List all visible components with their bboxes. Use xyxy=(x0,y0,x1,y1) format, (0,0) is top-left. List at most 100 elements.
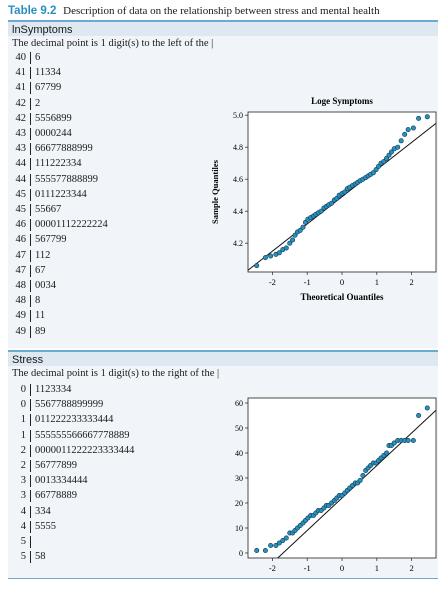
stem-value: 0 xyxy=(8,384,31,396)
data-point xyxy=(388,149,394,155)
stem-value: 1 xyxy=(8,414,31,427)
stress-header-label: Stress xyxy=(12,354,44,366)
stem-value: 0 xyxy=(8,399,31,412)
stem-leaf-row: 47 67 xyxy=(8,264,46,277)
leaf-values: 0000244 xyxy=(35,128,72,139)
leaf-values: 0000011222223333444 xyxy=(35,444,135,456)
data-point xyxy=(300,224,306,230)
data-point xyxy=(280,538,286,544)
data-point xyxy=(283,245,289,251)
stem-value: 1 xyxy=(8,429,31,442)
stem-value: 45 xyxy=(8,204,31,216)
leaf-values: 67799 xyxy=(35,82,62,94)
stem-value: 5 xyxy=(8,551,31,564)
y-tick-label: 60 xyxy=(235,399,243,408)
data-point xyxy=(424,114,430,120)
table-caption: Table 9.2 Description of data on the rel… xyxy=(8,2,438,20)
stem-leaf-row: 45 55667 xyxy=(8,204,61,216)
data-point xyxy=(273,543,279,549)
stem-leaf-row: 41 11334 xyxy=(8,67,61,80)
x-tick-label: 1 xyxy=(375,563,379,573)
stem-leaf-row: 42 5556899 xyxy=(8,112,72,125)
leaf-values: 5556899 xyxy=(35,112,72,124)
x-axis-label: Theoretical Quantiles xyxy=(300,292,384,300)
stem-value: 42 xyxy=(8,112,31,125)
stem-leaf-row: 0 1123334 xyxy=(8,384,71,396)
stem-leaf-row: 4 334 xyxy=(8,505,51,518)
stem-leaf-row: 45 0111223344 xyxy=(8,188,87,201)
stem-value: 44 xyxy=(8,158,31,171)
stem-value: 47 xyxy=(8,264,31,277)
data-point xyxy=(254,548,260,554)
data-point xyxy=(410,437,416,443)
stem-leaf-row: 4 5555 xyxy=(8,520,56,533)
symptoms-qq-plot: Loge Symptoms Sample Quantiles Theoretical… xyxy=(210,96,437,300)
leaf-values: 5555 xyxy=(35,520,56,532)
leaf-values: 0111223344 xyxy=(35,188,87,200)
stem-leaf-row: 41 67799 xyxy=(8,82,62,95)
leaf-values: 11334 xyxy=(35,67,61,79)
data-point xyxy=(405,127,411,133)
stem-value: 5 xyxy=(8,536,31,548)
data-point xyxy=(357,478,363,484)
stem-value: 49 xyxy=(8,310,31,323)
data-point xyxy=(268,543,274,549)
stem-value: 42 xyxy=(8,97,31,110)
stem-value: 4 xyxy=(8,520,31,533)
data-point xyxy=(290,237,296,243)
leaf-values: 0034 xyxy=(35,280,56,291)
data-point xyxy=(276,540,282,546)
stem-value: 45 xyxy=(8,188,31,201)
leaf-values: 56777899 xyxy=(35,460,77,471)
stem-leaf-row: 48 0034 xyxy=(8,280,56,292)
x-tick-label: 1 xyxy=(375,277,379,287)
leaf-values: 1123334 xyxy=(35,384,72,395)
data-point xyxy=(254,263,260,269)
data-point xyxy=(416,115,422,121)
stem-leaf-row: 0 5567788899999 xyxy=(8,399,103,412)
stem-leaf-row: 5 xyxy=(8,536,35,548)
leaf-values: 111222334 xyxy=(35,158,82,170)
stress-note: The decimal point is 1 digit(s) to the r… xyxy=(12,368,220,379)
data-point xyxy=(405,437,411,443)
stress-header: Stress xyxy=(8,350,438,366)
caption-text: Description of data on the relationship … xyxy=(63,5,380,17)
stem-value: 3 xyxy=(8,490,31,503)
stem-leaf-row: 3 66778889 xyxy=(8,490,77,503)
stem-leaf-row: 49 11 xyxy=(8,310,45,323)
data-point xyxy=(395,144,401,150)
stem-value: 41 xyxy=(8,82,31,95)
data-point xyxy=(287,240,293,246)
stem-value: 46 xyxy=(8,234,31,247)
stem-value: 48 xyxy=(8,295,31,308)
reference-line xyxy=(247,122,437,271)
leaf-values: 66677888999 xyxy=(35,143,93,155)
y-tick-label: 20 xyxy=(235,499,243,508)
data-point xyxy=(360,473,366,479)
y-tick-label: 40 xyxy=(235,449,243,458)
stem-leaf-row: 48 8 xyxy=(8,295,40,308)
y-tick-label: 10 xyxy=(235,524,243,533)
stem-value: 43 xyxy=(8,128,31,140)
stem-value: 40 xyxy=(8,52,31,64)
stem-leaf-row: 5 58 xyxy=(8,551,46,564)
data-point xyxy=(318,208,324,214)
stem-leaf-row: 46 567799 xyxy=(8,234,67,247)
data-point xyxy=(297,227,303,233)
stem-value: 2 xyxy=(8,444,31,457)
y-tick-label: 4.6 xyxy=(233,175,243,184)
data-point xyxy=(262,548,268,554)
data-point xyxy=(384,450,390,456)
stem-leaf-row: 46 00001112222224 xyxy=(8,219,108,232)
leaf-values: 0013334444 xyxy=(35,475,88,487)
symptoms-note: The decimal point is 1 digit(s) to the l… xyxy=(12,38,214,49)
stem-leaf-row: 44 555577888899 xyxy=(8,173,98,186)
symptoms-header-label: lnSymptoms xyxy=(12,24,73,36)
data-point xyxy=(283,535,289,541)
leaf-values: 55667 xyxy=(35,204,62,215)
stem-leaf-row: 43 66677888999 xyxy=(8,143,93,156)
x-tick-label: -2 xyxy=(269,563,276,573)
stem-leaf-row: 40 6 xyxy=(8,52,40,64)
data-point xyxy=(424,405,430,411)
